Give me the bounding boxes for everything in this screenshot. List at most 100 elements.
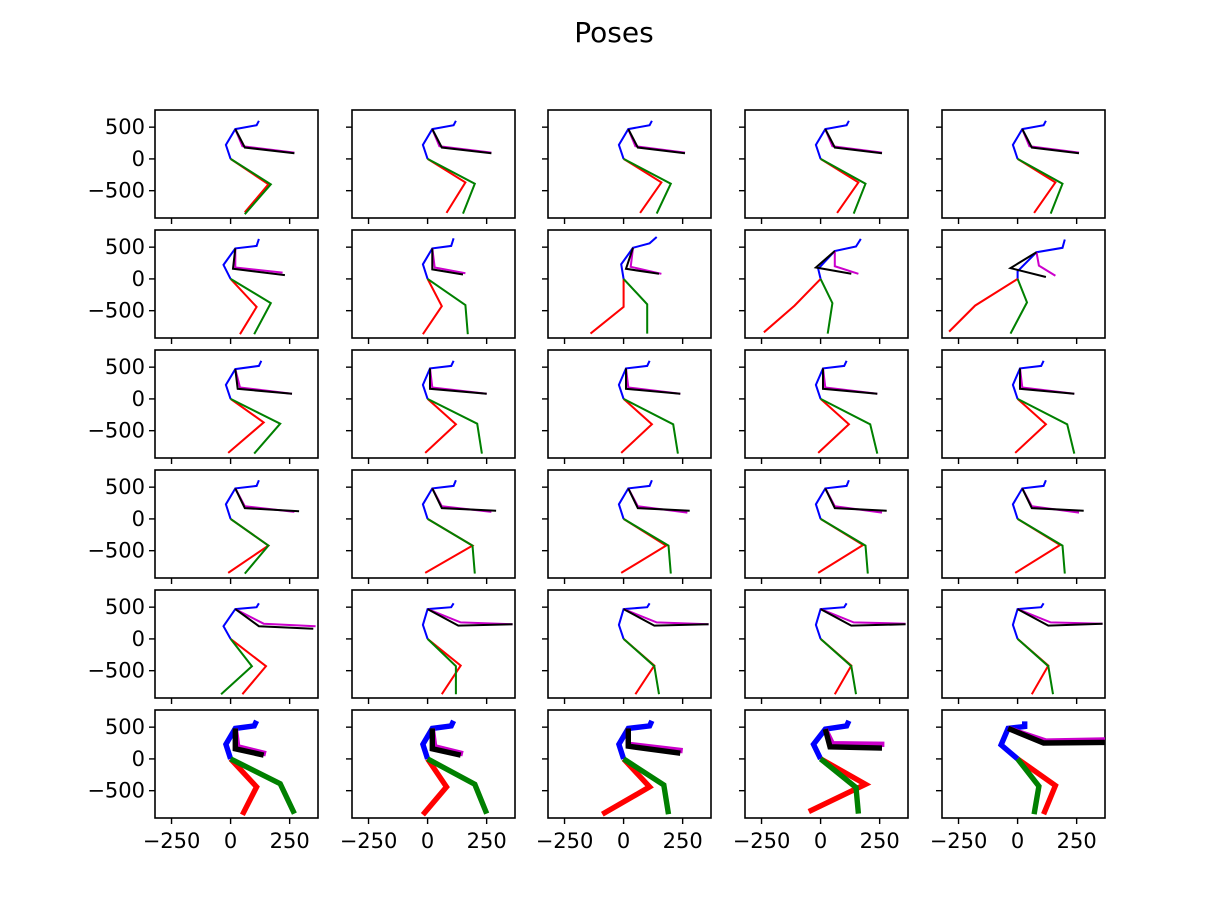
skeleton (224, 120, 295, 215)
limb-leg_right (820, 518, 869, 574)
skeleton (1011, 479, 1084, 574)
limb-leg_right (230, 278, 273, 335)
subplot (346, 109, 516, 224)
limb-arm_right (623, 608, 709, 627)
limb-leg_right (622, 638, 660, 695)
limb-arm_right (427, 608, 513, 627)
axes-frame (547, 469, 712, 579)
skeleton (419, 719, 490, 817)
limb-leg_left (817, 398, 851, 454)
limb-arm_right (822, 728, 883, 751)
axes-frame (744, 469, 909, 579)
subplot: −250 0 250 (930, 709, 1106, 853)
limb-leg_left (589, 278, 625, 335)
x-tick-label: 0 (814, 829, 827, 853)
limb-leg_right (1017, 518, 1066, 574)
limb-leg_right (623, 158, 673, 215)
limb-arm_right (1021, 128, 1080, 155)
limb-leg_left (424, 398, 458, 454)
limb-arm_right (429, 728, 462, 758)
subplot-grid: 500 0 −500 500 0 −500 500 0 −500 500 0 −500 500 0 −500… (87, 109, 1106, 853)
limb-arm_right (231, 248, 286, 277)
subplot (542, 229, 712, 344)
limb-leg_left (427, 158, 467, 214)
limb-leg_left (422, 278, 443, 335)
limb-leg_right (819, 278, 834, 334)
y-tick-label: 0 (132, 627, 145, 651)
limb-leg_right (820, 397, 879, 454)
subplot (739, 229, 909, 344)
subplot (346, 589, 516, 704)
x-tick-label: 0 (1011, 829, 1024, 853)
skeleton (948, 239, 1066, 335)
limb-arm_left (833, 251, 859, 275)
axes-frame (351, 109, 516, 219)
limb-arm_right (1018, 368, 1075, 395)
skeleton (600, 719, 684, 817)
limb-leg_left (228, 757, 260, 817)
limb-leg_right (1009, 278, 1029, 335)
skeleton (807, 719, 885, 815)
y-tick-label: −500 (87, 299, 145, 323)
limb-arm_right (234, 368, 293, 395)
y-tick-label: 500 (105, 475, 145, 499)
limb-leg_right (622, 756, 672, 815)
skeleton (421, 602, 513, 695)
skeleton (220, 602, 316, 695)
skeleton (997, 721, 1105, 816)
y-tick-label: 500 (105, 355, 145, 379)
limb-leg_right (427, 278, 469, 335)
limb-leg_left (620, 398, 654, 454)
skeleton (617, 120, 686, 215)
x-tick-label: 0 (224, 829, 237, 853)
limb-leg_left (426, 638, 463, 695)
subplot (346, 469, 516, 584)
y-tick-label: −500 (87, 779, 145, 803)
y-tick-label: −500 (87, 179, 145, 203)
limb-arm_right (1021, 487, 1084, 512)
subplot (936, 109, 1106, 224)
skeleton (222, 719, 297, 817)
subplot (542, 589, 712, 704)
limb-leg_right (1017, 397, 1076, 454)
y-tick-label: 500 (105, 595, 145, 619)
limb-leg_right (427, 397, 483, 454)
x-tick-label: −250 (340, 829, 398, 853)
skeleton (814, 360, 879, 454)
x-tick-label: −250 (536, 829, 594, 853)
limb-arm_right (234, 608, 314, 630)
skeleton (421, 360, 487, 454)
limb-arm_left (427, 608, 513, 626)
limb-leg_right (1017, 158, 1064, 214)
skeleton (1011, 360, 1076, 454)
limb-arm_right (813, 250, 852, 275)
limb-arm_left (234, 608, 316, 628)
limb-leg_left (807, 756, 872, 815)
subplot: 500 0 −500 (87, 229, 319, 344)
limb-leg_right (230, 397, 282, 455)
subplot: −250 0 250 (536, 709, 712, 853)
limb-arm_left (820, 608, 906, 625)
limb-leg_right (220, 638, 254, 695)
subplot (936, 349, 1106, 464)
x-tick-label: −250 (143, 829, 201, 853)
limb-arm_left (1035, 252, 1056, 277)
skeleton (421, 237, 469, 335)
skeleton (222, 238, 286, 335)
axes-frame (351, 469, 516, 579)
y-tick-label: 500 (105, 115, 145, 139)
limb-arm_right (820, 608, 906, 627)
x-tick-label: 250 (467, 829, 507, 853)
limb-leg_right (229, 756, 297, 815)
subplot (936, 469, 1106, 584)
subplot (542, 469, 712, 584)
limb-leg_left (420, 757, 450, 817)
subplot: 500 0 −500 (87, 349, 319, 464)
x-tick-label: 0 (617, 829, 630, 853)
skeleton (1011, 602, 1103, 695)
x-tick-label: 250 (663, 829, 703, 853)
subplot (936, 589, 1106, 704)
y-tick-label: 0 (132, 387, 145, 411)
subplot: −250 0 250 (340, 709, 516, 853)
